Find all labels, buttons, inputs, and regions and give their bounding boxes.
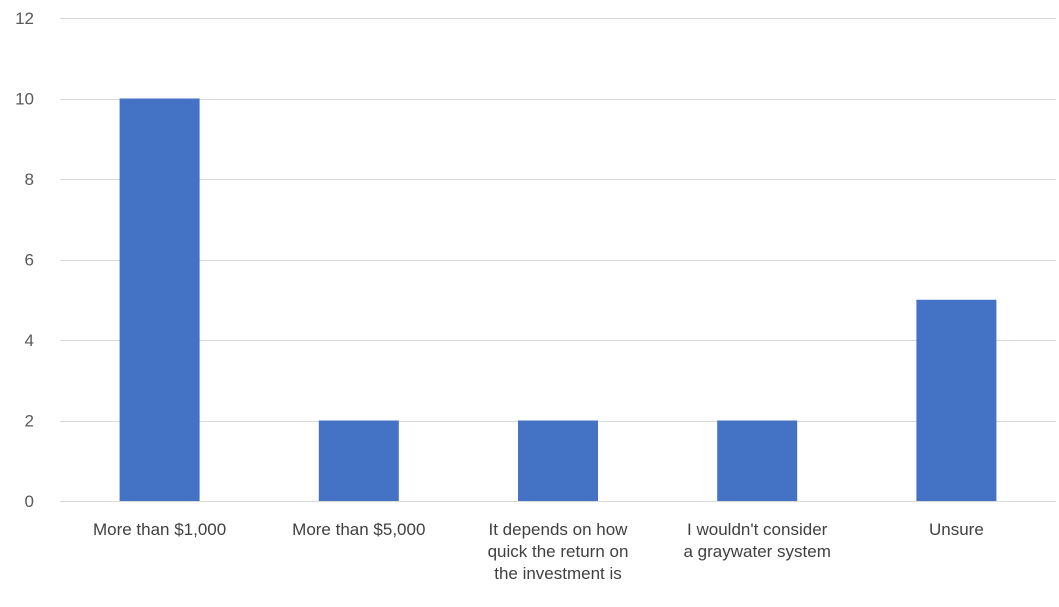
bar-0 [119,98,200,501]
x-category-label: I wouldn't consider a graywater system [684,520,831,561]
bar-1 [318,420,399,501]
y-tick-label: 0 [25,492,34,511]
gridlines [60,18,1056,502]
x-category-label-line: a graywater system [684,542,831,561]
y-axis-tick-labels: 0 2 4 6 8 10 12 [15,9,34,511]
x-category-label-line: quick the return on [488,542,629,561]
y-tick-label: 12 [15,9,34,28]
x-category-label: More than $1,000 [93,520,226,539]
y-tick-label: 4 [25,331,34,350]
x-category-label-line: Unsure [929,520,984,539]
x-category-label-line: It depends on how [489,520,629,539]
y-tick-label: 10 [15,90,34,109]
x-category-label: It depends on how quick the return on the … [488,520,629,583]
x-category-label-line: I wouldn't consider [687,520,828,539]
x-axis-category-labels: More than $1,000 More than $5,000 It depen… [93,520,984,583]
bar-3 [717,420,798,501]
y-tick-label: 6 [25,251,34,270]
bar-4 [916,299,997,501]
y-tick-label: 2 [25,412,34,431]
y-tick-label: 8 [25,170,34,189]
x-category-label-line: More than $5,000 [292,520,425,539]
bars [119,98,997,501]
x-category-label: Unsure [929,520,984,539]
x-category-label-line: the investment is [494,564,622,583]
x-category-label-line: More than $1,000 [93,520,226,539]
bar-2 [518,420,598,501]
x-category-label: More than $5,000 [292,520,425,539]
